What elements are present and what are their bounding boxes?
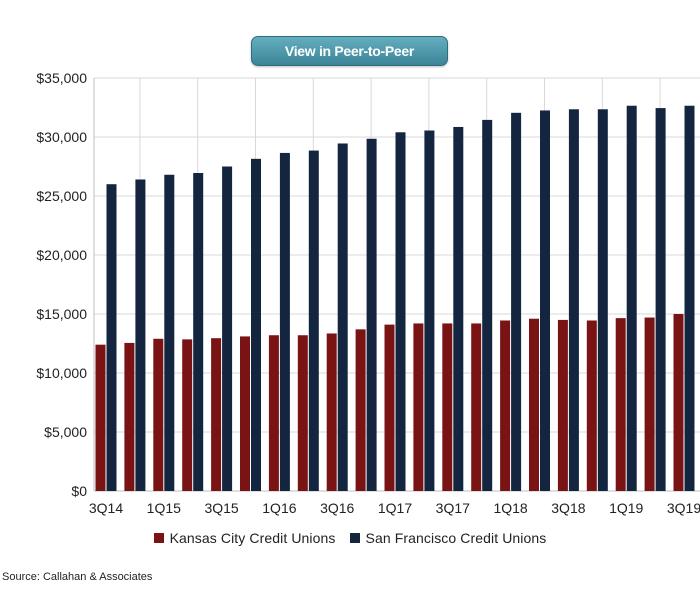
bar-kansas-city bbox=[355, 329, 366, 491]
bar-san-francisco bbox=[308, 150, 319, 491]
legend-item-kansas-city: Kansas City Credit Unions bbox=[153, 530, 336, 546]
x-tick-label: 3Q18 bbox=[551, 500, 585, 516]
bar-san-francisco bbox=[164, 174, 175, 491]
bar-san-francisco bbox=[366, 138, 377, 491]
y-tick-label: $0 bbox=[71, 483, 87, 499]
y-tick-label: $20,000 bbox=[36, 247, 87, 263]
legend-label-kansas-city: Kansas City Credit Unions bbox=[169, 530, 336, 546]
bar-san-francisco bbox=[106, 184, 117, 491]
bar-kansas-city bbox=[153, 338, 164, 491]
y-tick-label: $30,000 bbox=[36, 129, 87, 145]
bar-san-francisco bbox=[540, 110, 550, 491]
bar-kansas-city bbox=[124, 342, 135, 491]
source-note: Source: Callahan & Associates bbox=[2, 571, 153, 583]
bar-kansas-city bbox=[471, 323, 482, 491]
legend-swatch-kansas-city bbox=[153, 533, 164, 543]
bar-san-francisco bbox=[626, 105, 637, 491]
bar-kansas-city bbox=[586, 320, 597, 491]
bar-san-francisco bbox=[655, 108, 666, 491]
view-in-peer-to-peer-button[interactable]: View in Peer-to-Peer bbox=[251, 36, 448, 66]
bar-san-francisco bbox=[135, 179, 146, 492]
x-tick-label: 1Q18 bbox=[493, 500, 527, 516]
bar-kansas-city bbox=[673, 314, 684, 491]
bar-san-francisco bbox=[424, 130, 435, 491]
bar-kansas-city bbox=[557, 319, 568, 491]
bar-kansas-city bbox=[644, 317, 655, 491]
bar-san-francisco bbox=[684, 105, 695, 491]
bar-kansas-city bbox=[442, 323, 453, 491]
bar-kansas-city bbox=[211, 338, 222, 491]
x-tick-label: 3Q15 bbox=[204, 500, 238, 516]
bar-san-francisco bbox=[568, 109, 579, 492]
bar-kansas-city bbox=[240, 336, 250, 491]
bar-kansas-city bbox=[413, 323, 424, 491]
x-tick-label: 1Q17 bbox=[378, 500, 412, 516]
x-tick-label: 1Q15 bbox=[147, 500, 181, 516]
bar-kansas-city bbox=[326, 333, 337, 491]
legend-swatch-san-francisco bbox=[349, 533, 360, 543]
chart-legend: Kansas City Credit Unions San Francisco … bbox=[0, 530, 700, 546]
bar-kansas-city bbox=[615, 318, 626, 491]
bar-chart: $0 $5,000 $10,000 $15,000 $20,000 $25,000 $30,… bbox=[36, 70, 700, 516]
x-tick-label: 3Q14 bbox=[89, 500, 123, 516]
y-tick-label: $15,000 bbox=[36, 306, 87, 322]
bar-san-francisco bbox=[279, 152, 290, 491]
bar-kansas-city bbox=[95, 344, 106, 491]
bar-san-francisco bbox=[193, 172, 204, 492]
bar-san-francisco bbox=[337, 143, 348, 492]
bar-san-francisco bbox=[222, 166, 233, 491]
bar-san-francisco bbox=[597, 109, 608, 492]
bar-kansas-city bbox=[500, 320, 511, 491]
bar-san-francisco bbox=[511, 112, 522, 491]
bar-kansas-city bbox=[297, 335, 308, 491]
legend-item-san-francisco: San Francisco Credit Unions bbox=[349, 530, 547, 546]
x-tick-label: 3Q19 bbox=[667, 500, 700, 516]
bar-kansas-city bbox=[268, 335, 279, 491]
bar-san-francisco bbox=[395, 132, 406, 491]
x-tick-label: 3Q16 bbox=[320, 500, 354, 516]
bar-san-francisco bbox=[482, 119, 493, 491]
x-tick-label: 1Q16 bbox=[262, 500, 296, 516]
legend-label-san-francisco: San Francisco Credit Unions bbox=[365, 530, 547, 546]
y-tick-label: $35,000 bbox=[36, 70, 87, 86]
bar-san-francisco bbox=[251, 158, 261, 491]
y-tick-label: $25,000 bbox=[36, 188, 87, 204]
bar-san-francisco bbox=[453, 126, 464, 491]
bar-kansas-city bbox=[182, 339, 193, 491]
x-tick-label: 1Q19 bbox=[609, 500, 643, 516]
bar-kansas-city bbox=[384, 324, 395, 491]
bar-kansas-city bbox=[529, 318, 539, 491]
y-tick-label: $10,000 bbox=[36, 365, 87, 381]
y-tick-label: $5,000 bbox=[44, 424, 87, 440]
x-tick-label: 3Q17 bbox=[436, 500, 470, 516]
